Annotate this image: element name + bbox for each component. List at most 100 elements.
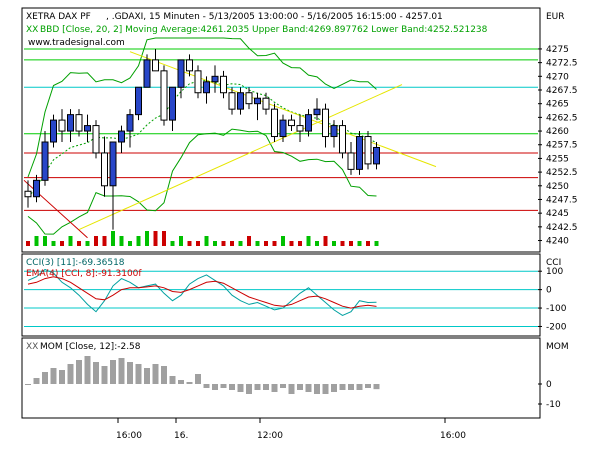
mom-panel bbox=[21, 337, 541, 419]
mom-bar bbox=[118, 358, 125, 384]
volume-bar bbox=[119, 236, 124, 246]
mom-bar bbox=[186, 382, 193, 384]
price-tick-label: 4240 bbox=[546, 237, 569, 247]
price-tick-label: 4265 bbox=[546, 100, 569, 110]
volume-bar bbox=[238, 241, 243, 246]
time-tick-1: 16:00 bbox=[116, 431, 142, 441]
candle-body bbox=[322, 108, 329, 138]
mom-bar bbox=[254, 384, 261, 390]
volume-bar bbox=[204, 236, 209, 246]
mom-bar bbox=[169, 376, 176, 384]
volume-bar bbox=[340, 241, 345, 246]
candle-body bbox=[279, 119, 287, 138]
price-tick-label: 4272.5 bbox=[546, 59, 578, 69]
price-tick-label: 4257.5 bbox=[546, 141, 578, 151]
candle-body bbox=[118, 130, 125, 143]
volume-bar bbox=[230, 241, 234, 246]
mom-bar bbox=[263, 384, 269, 390]
mom-bar bbox=[365, 384, 371, 388]
ema-line bbox=[27, 276, 377, 309]
candle-body bbox=[203, 81, 210, 94]
volume-bar bbox=[102, 236, 107, 246]
mom-bar bbox=[271, 384, 278, 392]
time-tick-2: 16. bbox=[174, 431, 188, 441]
volume-bar bbox=[170, 241, 175, 246]
candle-body bbox=[330, 125, 338, 138]
candle-body bbox=[305, 114, 312, 132]
mom-bar bbox=[67, 364, 74, 384]
volume-bar bbox=[179, 236, 183, 246]
mom-bar bbox=[297, 384, 303, 390]
candle-body bbox=[50, 119, 57, 143]
candle-body bbox=[67, 114, 74, 132]
mom-bar bbox=[25, 384, 31, 385]
volume-bar bbox=[196, 241, 200, 246]
mom-tick-label: 0 bbox=[546, 380, 552, 390]
volume-bar bbox=[289, 241, 294, 246]
candle-body bbox=[58, 119, 66, 132]
volume-bar bbox=[366, 241, 370, 246]
price-tick-label: 4262.5 bbox=[546, 113, 578, 123]
candle-body bbox=[356, 136, 363, 170]
candle-body bbox=[41, 141, 49, 181]
mom-bar bbox=[76, 360, 82, 384]
candle-body bbox=[135, 86, 142, 116]
upper-band-line bbox=[27, 37, 377, 178]
candle-body bbox=[364, 136, 372, 165]
candle-body bbox=[84, 125, 91, 132]
volume-bar bbox=[247, 236, 251, 246]
mom-bar bbox=[348, 384, 354, 390]
volume-bar bbox=[272, 241, 277, 246]
volume-bar bbox=[187, 241, 192, 246]
mom-bar bbox=[280, 384, 286, 388]
cci-panel-title: CCI bbox=[546, 258, 561, 268]
mom-bar bbox=[110, 360, 116, 384]
volume-bar bbox=[34, 236, 39, 246]
mom-bar bbox=[246, 384, 252, 394]
mom-bar bbox=[42, 372, 48, 384]
volume-bar bbox=[315, 241, 319, 246]
mom-bar bbox=[356, 384, 363, 390]
cci-tick-label: 0 bbox=[546, 286, 552, 296]
mom-panel-title: MOM bbox=[546, 342, 569, 352]
mom-bar bbox=[161, 366, 167, 384]
volume-bar bbox=[281, 236, 285, 246]
volume-bar bbox=[128, 241, 132, 246]
candle-body bbox=[339, 125, 346, 154]
mom-bar bbox=[331, 384, 337, 392]
lower-band-line bbox=[27, 128, 377, 235]
candle-body bbox=[109, 141, 117, 187]
candle-body bbox=[194, 70, 202, 94]
time-tick-3: 12:00 bbox=[257, 431, 283, 441]
time-tick-4: 16:00 bbox=[440, 431, 466, 441]
candle-body bbox=[92, 125, 100, 154]
candle-body bbox=[177, 59, 185, 88]
candle-body bbox=[237, 92, 244, 110]
volume-bar bbox=[68, 236, 73, 246]
volume-bar bbox=[357, 241, 362, 246]
mom-bar bbox=[314, 384, 320, 394]
price-tick-label: 4275 bbox=[546, 45, 569, 55]
watermark: www.tradesignal.com bbox=[28, 38, 125, 48]
volume-bar bbox=[43, 236, 47, 246]
mom-bar bbox=[135, 364, 142, 384]
mom-tick-label: -10 bbox=[546, 400, 561, 410]
mom-legend: MOM [Close, 12]:-2.58 bbox=[40, 342, 141, 352]
mom-bar bbox=[33, 378, 40, 384]
candle-body bbox=[313, 108, 321, 116]
volume-bar bbox=[306, 236, 311, 246]
price-tick-label: 4250 bbox=[546, 182, 569, 192]
candle-body bbox=[271, 108, 278, 138]
volume-bar bbox=[349, 241, 353, 246]
mom-bar bbox=[212, 384, 218, 390]
bbd-prefix: XX bbox=[26, 25, 38, 35]
candle-body bbox=[220, 75, 227, 94]
volume-bar bbox=[221, 241, 226, 246]
volume-bar bbox=[264, 241, 268, 246]
candle-body bbox=[211, 75, 219, 83]
candle-body bbox=[254, 97, 261, 105]
candle-body bbox=[296, 125, 304, 132]
candle-body bbox=[24, 190, 32, 198]
price-tick-label: 4252.5 bbox=[546, 168, 578, 178]
candle-body bbox=[186, 59, 193, 72]
